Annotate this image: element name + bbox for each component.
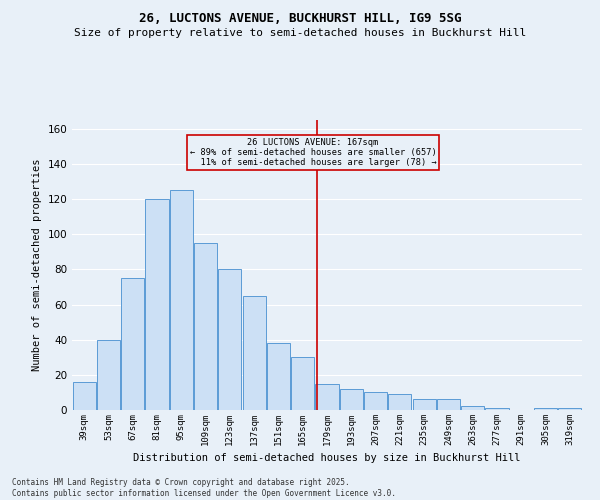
Bar [145,199,169,410]
Bar [291,358,314,410]
Bar [267,343,290,410]
Bar [316,384,338,410]
Bar [170,190,193,410]
Bar [388,394,412,410]
Y-axis label: Number of semi-detached properties: Number of semi-detached properties [32,159,42,371]
Text: Contains HM Land Registry data © Crown copyright and database right 2025.
Contai: Contains HM Land Registry data © Crown c… [12,478,396,498]
Bar [218,270,241,410]
Text: 26, LUCTONS AVENUE, BUCKHURST HILL, IG9 5SG: 26, LUCTONS AVENUE, BUCKHURST HILL, IG9 … [139,12,461,26]
Bar [534,408,557,410]
Bar [413,400,436,410]
Bar [437,400,460,410]
Text: Size of property relative to semi-detached houses in Buckhurst Hill: Size of property relative to semi-detach… [74,28,526,38]
X-axis label: Distribution of semi-detached houses by size in Buckhurst Hill: Distribution of semi-detached houses by … [133,454,521,464]
Bar [364,392,387,410]
Bar [121,278,144,410]
Bar [340,389,363,410]
Text: 26 LUCTONS AVENUE: 167sqm
← 89% of semi-detached houses are smaller (657)
  11% : 26 LUCTONS AVENUE: 167sqm ← 89% of semi-… [190,138,436,168]
Bar [485,408,509,410]
Bar [194,243,217,410]
Bar [559,408,581,410]
Bar [73,382,95,410]
Bar [242,296,266,410]
Bar [461,406,484,410]
Bar [97,340,120,410]
